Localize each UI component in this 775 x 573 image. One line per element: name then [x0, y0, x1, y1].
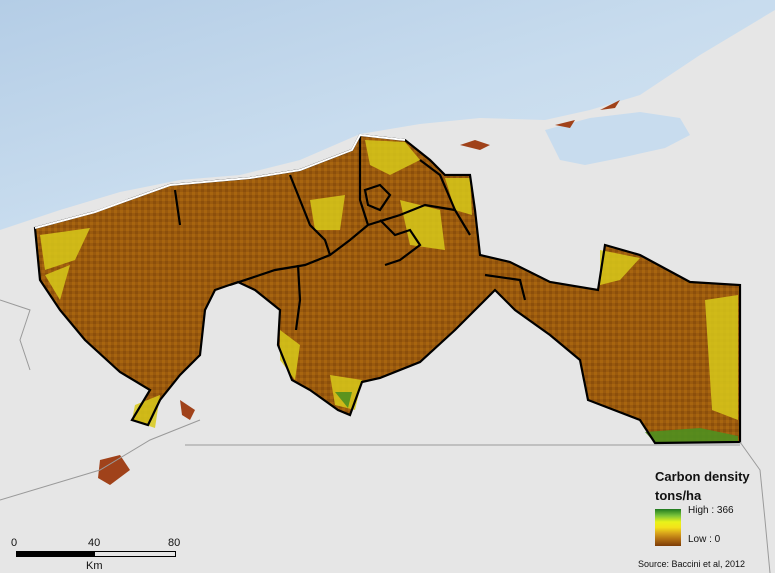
legend-title: Carbon density — [655, 469, 750, 484]
legend-color-ramp — [655, 509, 681, 546]
municipal-boundaries — [33, 133, 742, 445]
state-borders — [0, 299, 771, 573]
scale-tick-80: 80 — [168, 537, 181, 549]
legend-unit: tons/ha — [655, 488, 702, 503]
coastal-mangroves — [98, 100, 620, 485]
source-credit: Source: Baccini et al, 2012 — [638, 559, 746, 569]
scale-tick-40: 40 — [88, 537, 101, 549]
legend-high-label: High : 366 — [688, 505, 734, 516]
gulf-of-mexico — [0, 0, 775, 230]
laguna-de-terminos — [545, 112, 690, 165]
legend-low-label: Low : 0 — [688, 534, 721, 545]
scale-tick-0: 0 — [11, 537, 18, 549]
coastline — [34, 133, 406, 229]
scale-unit: Km — [86, 560, 103, 572]
high-density-patches — [335, 392, 738, 443]
carbon-density-region — [35, 135, 740, 443]
scale-bar — [16, 551, 176, 557]
